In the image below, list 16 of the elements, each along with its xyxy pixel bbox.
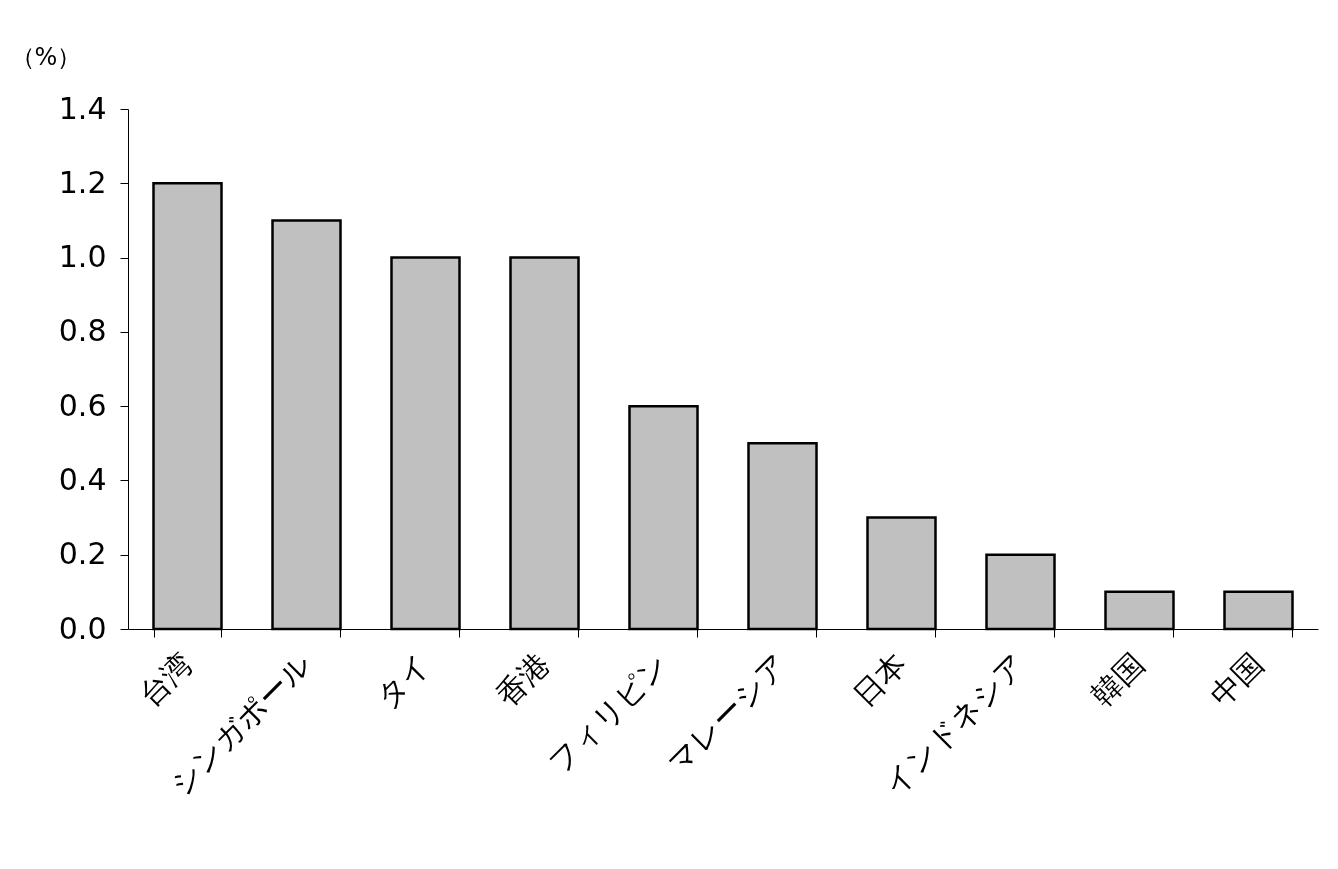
y-tick-label: 1.0	[58, 239, 107, 275]
y-tick-label: 0.2	[58, 536, 107, 572]
x-tick-label: 韓国	[1084, 646, 1152, 714]
y-tick-label: 1.2	[58, 164, 107, 200]
y-tick-label: 1.4	[58, 90, 107, 126]
x-tick-label: マレーシア	[660, 646, 795, 780]
y-axis-title: （%）	[10, 42, 82, 71]
y-tick-label: 0.4	[58, 461, 107, 497]
x-tick-label: 中国	[1203, 646, 1271, 714]
y-tick-label: 0.6	[58, 387, 107, 423]
x-tick-label: 台湾	[132, 646, 200, 714]
x-tick-label: 香港	[489, 646, 557, 714]
y-tick-label: 0.0	[58, 610, 107, 646]
x-tick-label: 日本	[846, 646, 914, 714]
y-tick-label: 0.8	[58, 313, 107, 349]
x-tick-label: タイ	[368, 646, 438, 715]
